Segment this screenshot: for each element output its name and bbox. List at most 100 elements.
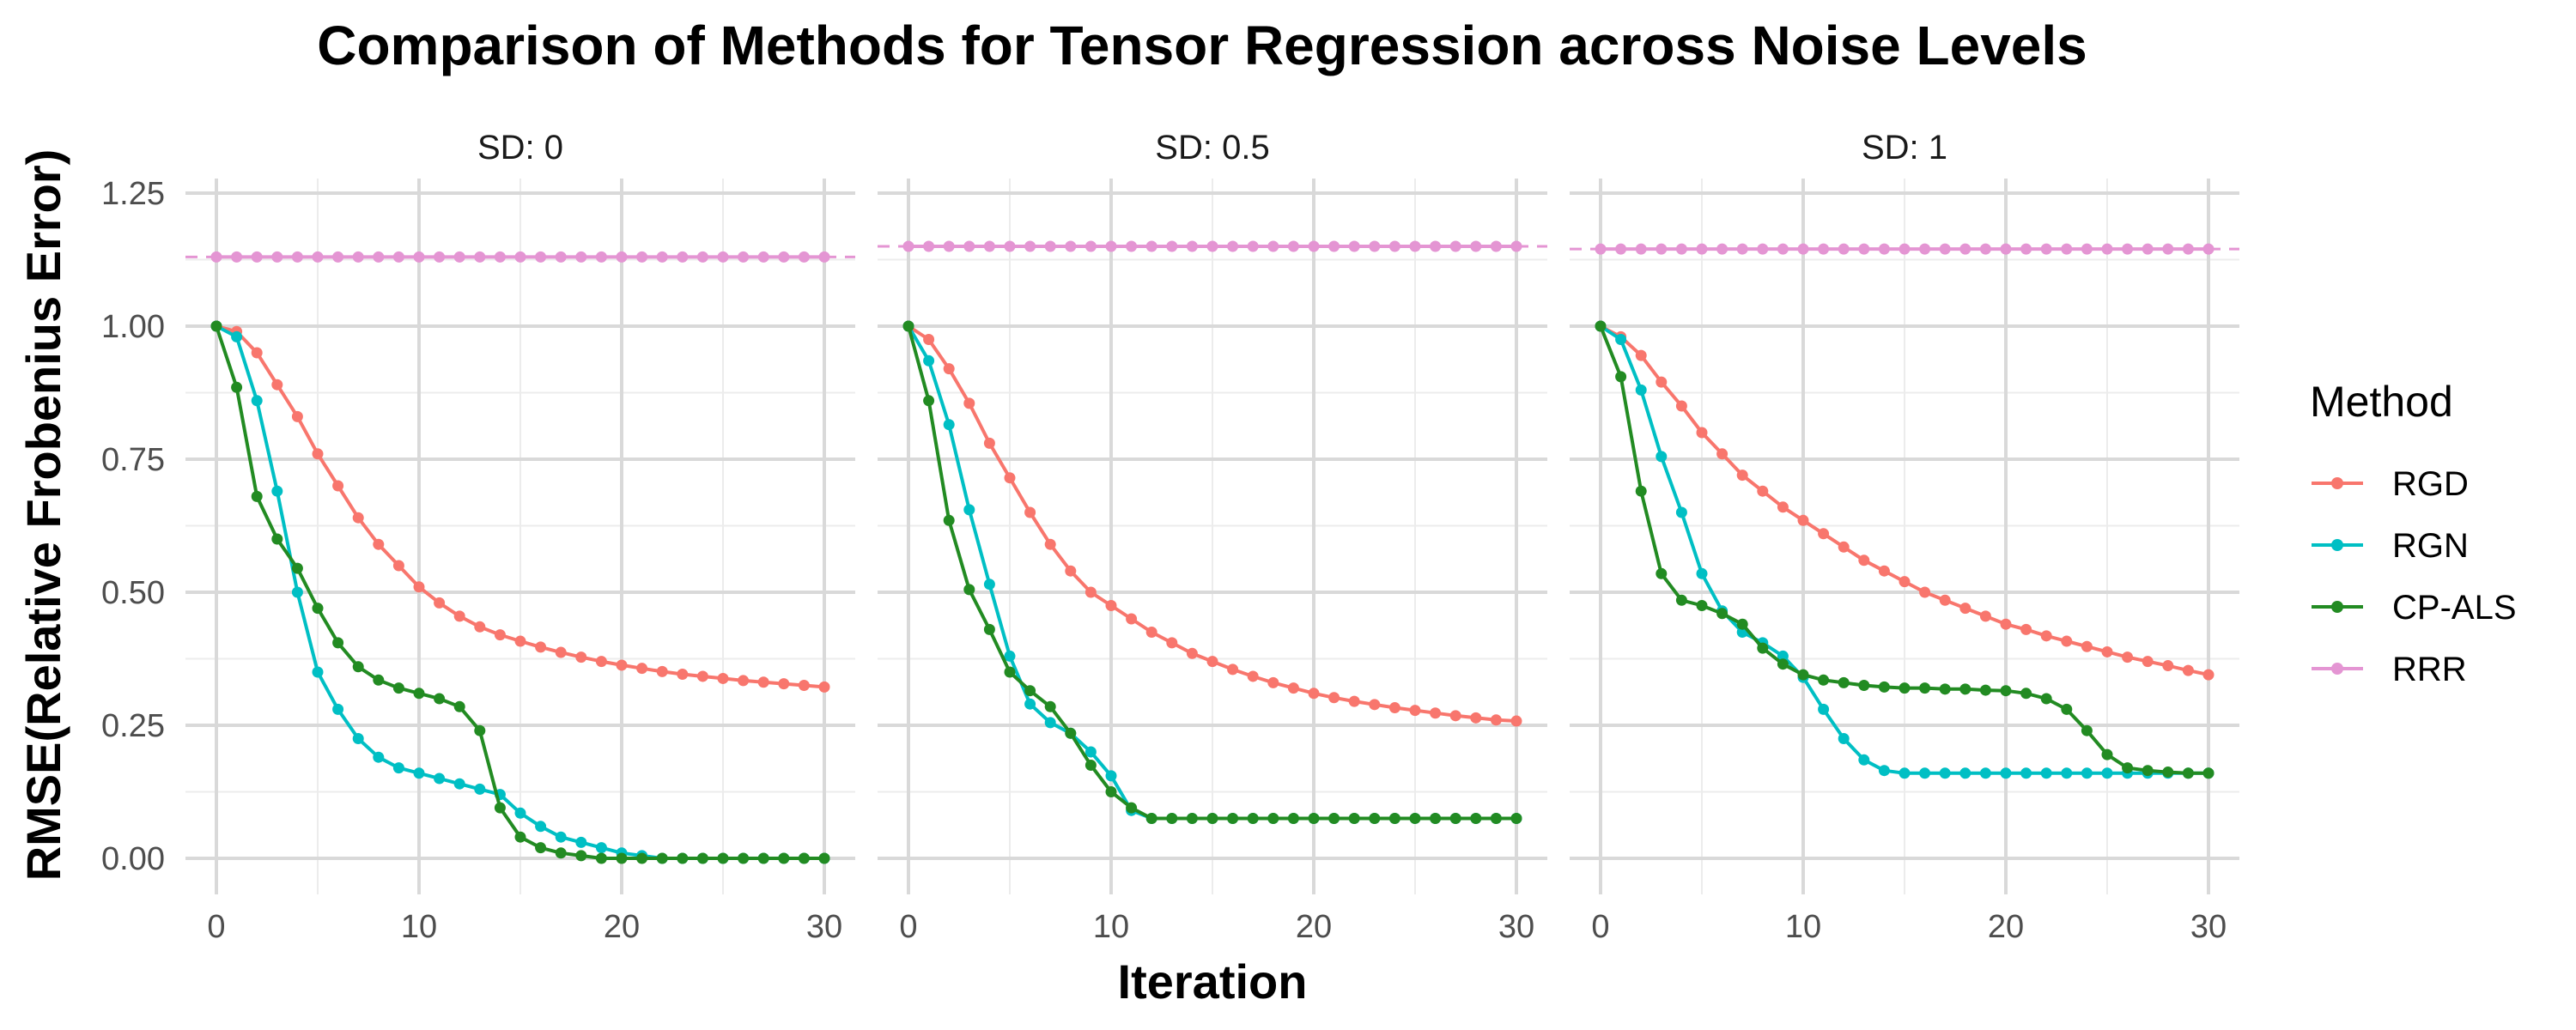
data-point-rrr — [575, 251, 587, 263]
data-point-cp-als — [1615, 371, 1627, 383]
data-point-cp-als — [210, 320, 222, 332]
data-point-rrr — [1145, 240, 1157, 252]
data-point-cp-als — [677, 852, 689, 864]
data-point-rrr — [1757, 243, 1769, 255]
data-point-cp-als — [943, 514, 955, 526]
data-point-rgn — [1838, 733, 1850, 744]
data-point-rrr — [1615, 243, 1627, 255]
data-point-cp-als — [1186, 813, 1198, 824]
y-tick-label: 0.00 — [101, 841, 165, 877]
data-point-cp-als — [1716, 608, 1728, 620]
data-point-cp-als — [555, 847, 567, 859]
series-rgd — [902, 320, 1522, 727]
data-point-rgd — [514, 635, 526, 647]
legend-item-rgn: RGN — [2312, 527, 2469, 565]
data-point-rgn — [1105, 770, 1117, 782]
data-point-rgd — [1145, 627, 1157, 638]
data-point-cp-als — [1247, 813, 1259, 824]
data-point-rgd — [413, 581, 425, 593]
data-point-cp-als — [818, 852, 830, 864]
legend-key-point — [2331, 663, 2343, 675]
data-point-rrr — [1959, 243, 1971, 255]
data-point-rrr — [943, 240, 955, 252]
data-point-rgn — [1084, 746, 1097, 758]
legend-item-rrr: RRR — [2312, 651, 2467, 688]
data-point-rgn — [1615, 334, 1627, 345]
data-point-cp-als — [1899, 682, 1911, 694]
data-point-rgd — [636, 663, 648, 675]
data-point-rgd — [1470, 712, 1482, 724]
data-point-rgd — [312, 448, 324, 460]
data-point-rrr — [1449, 240, 1461, 252]
x-tick-label: 30 — [1498, 909, 1534, 945]
data-point-cp-als — [251, 490, 263, 502]
data-point-rgn — [1675, 506, 1687, 518]
data-point-cp-als — [2040, 693, 2052, 705]
data-point-rrr — [1247, 240, 1259, 252]
data-point-rgd — [1126, 613, 1138, 625]
data-point-cp-als — [1328, 813, 1340, 824]
data-point-rgd — [1449, 710, 1461, 722]
data-point-cp-als — [636, 852, 648, 864]
data-point-cp-als — [373, 674, 385, 686]
data-point-rgd — [2162, 660, 2174, 672]
x-tick-label: 0 — [1591, 909, 1609, 945]
data-point-cp-als — [1838, 676, 1850, 688]
data-point-rgd — [2020, 623, 2032, 635]
data-point-cp-als — [2020, 688, 2032, 700]
data-point-rrr — [1797, 243, 1809, 255]
x-tick-label: 10 — [401, 909, 437, 945]
data-point-rgd — [1838, 541, 1850, 553]
data-point-rgn — [2020, 767, 2032, 779]
data-point-cp-als — [2101, 748, 2113, 760]
data-point-rrr — [1470, 240, 1482, 252]
data-point-rgd — [1939, 594, 1951, 606]
data-point-rgd — [2182, 664, 2194, 676]
x-tick-label: 30 — [2190, 909, 2227, 945]
data-point-rgd — [1797, 514, 1809, 526]
data-point-rgd — [434, 597, 446, 609]
y-tick-label: 1.00 — [101, 309, 165, 345]
data-point-rgd — [2061, 635, 2073, 647]
data-point-rrr — [696, 251, 708, 263]
data-point-cp-als — [1736, 618, 1748, 630]
data-point-rrr — [818, 251, 830, 263]
x-tick-label: 0 — [207, 909, 225, 945]
minor-gridlines — [1570, 179, 2239, 894]
data-point-rgn — [983, 579, 995, 591]
data-point-rgn — [2000, 767, 2012, 779]
data-point-rgn — [1818, 703, 1830, 715]
data-point-rrr — [1206, 240, 1218, 252]
data-point-rrr — [1267, 240, 1279, 252]
data-point-rrr — [1308, 240, 1320, 252]
data-point-cp-als — [1979, 684, 1991, 696]
major-gridlines — [1570, 179, 2239, 894]
data-point-cp-als — [757, 852, 769, 864]
data-point-rrr — [1939, 243, 1951, 255]
data-point-rrr — [963, 240, 975, 252]
data-point-rrr — [1369, 240, 1381, 252]
data-point-rrr — [352, 251, 364, 263]
legend-label: CP-ALS — [2392, 589, 2517, 627]
data-point-rgn — [2040, 767, 2052, 779]
data-point-rrr — [902, 240, 914, 252]
y-tick-label: 1.25 — [101, 176, 165, 212]
data-point-cp-als — [332, 637, 344, 649]
data-point-rrr — [757, 251, 769, 263]
data-point-cp-als — [1044, 700, 1056, 712]
series-rgd — [1595, 320, 2215, 681]
data-point-rgn — [392, 762, 404, 774]
data-point-rgd — [251, 347, 263, 359]
data-point-rrr — [332, 251, 344, 263]
data-point-rrr — [1656, 243, 1668, 255]
data-point-rrr — [514, 251, 526, 263]
data-point-rgn — [1024, 698, 1036, 710]
data-point-cp-als — [1797, 669, 1809, 681]
data-point-rrr — [251, 251, 263, 263]
data-point-rgd — [1818, 528, 1830, 540]
data-point-rgn — [474, 783, 486, 795]
x-tick-label: 10 — [1093, 909, 1129, 945]
data-point-rgd — [943, 363, 955, 375]
data-point-cp-als — [1348, 813, 1360, 824]
legend-title: Method — [2310, 378, 2453, 426]
